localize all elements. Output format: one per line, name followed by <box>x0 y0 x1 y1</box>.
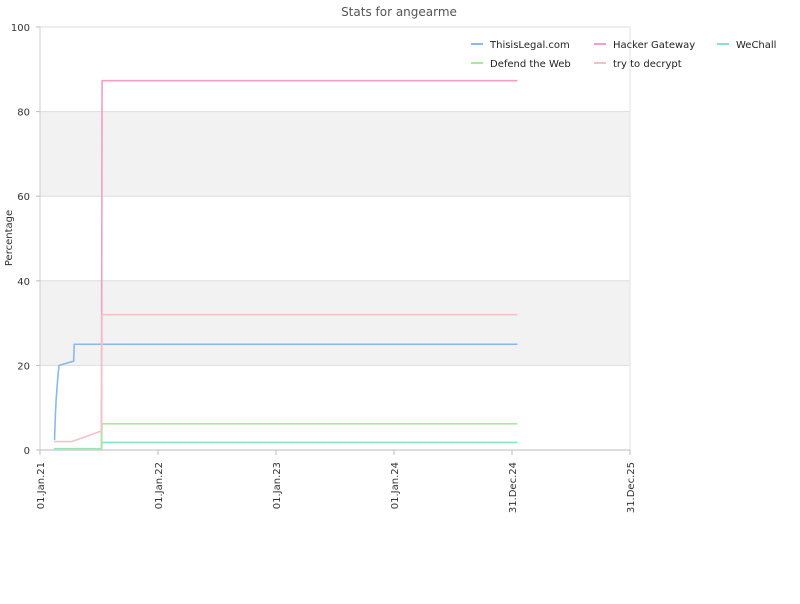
legend-label: Defend the Web <box>490 59 571 70</box>
x-tick-label: 01.Jan.22 <box>154 462 165 509</box>
y-tick-label: 40 <box>17 277 30 288</box>
plot-band <box>40 111 630 197</box>
legend-item: Hacker Gateway <box>594 40 695 51</box>
plot-band <box>40 280 630 366</box>
legend: ThisisLegal.com Hacker Gateway WeChall Defe… <box>471 40 776 70</box>
x-tick-label: 01.Jan.24 <box>390 462 401 509</box>
y-axis-label: Percentage <box>4 210 15 266</box>
y-tick-label: 0 <box>24 446 30 457</box>
x-tick-label: 01.Jan.21 <box>36 462 47 509</box>
legend-item: try to decrypt <box>594 59 682 70</box>
x-tick-label: 01.Jan.23 <box>272 462 283 509</box>
y-tick-label: 80 <box>17 108 30 119</box>
series-line <box>53 422 518 450</box>
legend-label: ThisisLegal.com <box>489 40 570 51</box>
chart-title: Stats for angearme <box>341 5 457 19</box>
plot-bands <box>40 111 630 366</box>
series-line <box>53 343 518 441</box>
legend-label: WeChall <box>736 40 776 51</box>
y-tick-label: 20 <box>17 361 30 372</box>
legend-label: try to decrypt <box>613 59 682 70</box>
series-layer <box>53 79 518 451</box>
legend-item: WeChall <box>717 40 776 51</box>
y-tick-label: 100 <box>11 23 30 34</box>
y-tick-label: 60 <box>17 192 30 203</box>
legend-item: ThisisLegal.com <box>471 40 570 51</box>
series-line <box>53 313 518 443</box>
legend-item: Defend the Web <box>471 59 571 70</box>
x-tick-label: 31.Dec.24 <box>508 462 519 513</box>
x-tick-label: 31.Dec.25 <box>626 462 637 513</box>
legend-label: Hacker Gateway <box>613 40 695 51</box>
axes: 0 20 40 60 80 100 01.Jan.21 01.Jan.22 01.Jan.23 0… <box>11 23 637 513</box>
